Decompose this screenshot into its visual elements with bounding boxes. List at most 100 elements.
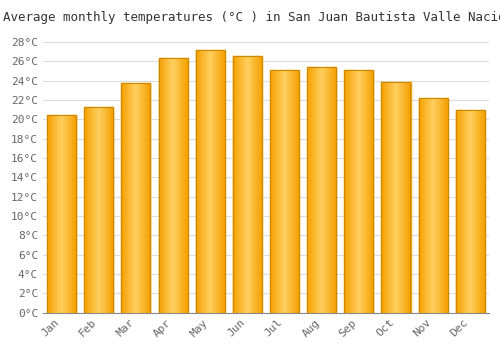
Bar (141, 83, 142, 313)
Bar (177, 58, 178, 313)
Bar (483, 110, 484, 313)
Bar (165, 58, 166, 313)
Bar (465, 110, 466, 313)
Bar (349, 70, 350, 313)
Bar (72, 116, 73, 313)
Bar (277, 70, 278, 313)
Bar (163, 58, 164, 313)
Bar (389, 82, 390, 313)
Bar (311, 67, 312, 313)
Bar (368, 70, 370, 313)
Bar (52, 116, 53, 313)
Bar (439, 98, 440, 313)
Bar (146, 83, 147, 313)
Bar (218, 50, 219, 313)
Bar (84, 107, 113, 313)
Bar (331, 67, 332, 313)
Bar (275, 70, 276, 313)
Bar (70, 116, 71, 313)
Bar (212, 50, 213, 313)
Bar (429, 98, 430, 313)
Bar (372, 70, 373, 313)
Bar (443, 98, 444, 313)
Bar (112, 107, 114, 313)
Bar (253, 56, 254, 313)
Bar (88, 107, 89, 313)
Bar (106, 107, 107, 313)
Bar (257, 56, 258, 313)
Bar (174, 58, 175, 313)
Bar (427, 98, 428, 313)
Bar (348, 70, 349, 313)
Bar (458, 110, 459, 313)
Bar (397, 82, 398, 313)
Bar (295, 70, 296, 313)
Bar (126, 83, 128, 313)
Bar (457, 110, 458, 313)
Bar (470, 110, 471, 313)
Bar (199, 50, 200, 313)
Bar (49, 116, 50, 313)
Bar (95, 107, 96, 313)
Bar (246, 56, 247, 313)
Bar (332, 67, 333, 313)
Bar (433, 98, 434, 313)
Bar (252, 56, 253, 313)
Bar (196, 50, 224, 313)
Bar (166, 58, 168, 313)
Bar (222, 50, 223, 313)
Bar (476, 110, 478, 313)
Bar (55, 116, 56, 313)
Bar (73, 116, 74, 313)
Bar (200, 50, 201, 313)
Bar (93, 107, 94, 313)
Bar (198, 50, 200, 313)
Bar (105, 107, 106, 313)
Bar (316, 67, 317, 313)
Bar (239, 56, 240, 313)
Bar (179, 58, 180, 313)
Bar (307, 67, 308, 313)
Bar (456, 110, 485, 313)
Bar (479, 110, 480, 313)
Bar (372, 70, 374, 313)
Bar (259, 56, 260, 313)
Bar (123, 83, 124, 313)
Bar (186, 58, 187, 313)
Bar (51, 116, 52, 313)
Bar (285, 70, 286, 313)
Bar (420, 98, 421, 313)
Bar (59, 116, 60, 313)
Bar (370, 70, 371, 313)
Bar (122, 83, 150, 313)
Bar (471, 110, 472, 313)
Bar (358, 70, 359, 313)
Bar (280, 70, 281, 313)
Bar (215, 50, 216, 313)
Bar (366, 70, 367, 313)
Bar (353, 70, 354, 313)
Bar (296, 70, 298, 313)
Bar (466, 110, 467, 313)
Bar (160, 58, 161, 313)
Bar (436, 98, 438, 313)
Bar (210, 50, 211, 313)
Bar (384, 82, 385, 313)
Bar (138, 83, 139, 313)
Bar (196, 50, 197, 313)
Bar (64, 116, 65, 313)
Bar (98, 107, 100, 313)
Bar (314, 67, 315, 313)
Bar (395, 82, 396, 313)
Bar (131, 83, 132, 313)
Bar (367, 70, 368, 313)
Bar (107, 107, 108, 313)
Bar (66, 116, 67, 313)
Bar (407, 82, 408, 313)
Bar (478, 110, 479, 313)
Bar (352, 70, 353, 313)
Bar (147, 83, 148, 313)
Bar (314, 67, 316, 313)
Bar (241, 56, 242, 313)
Bar (100, 107, 101, 313)
